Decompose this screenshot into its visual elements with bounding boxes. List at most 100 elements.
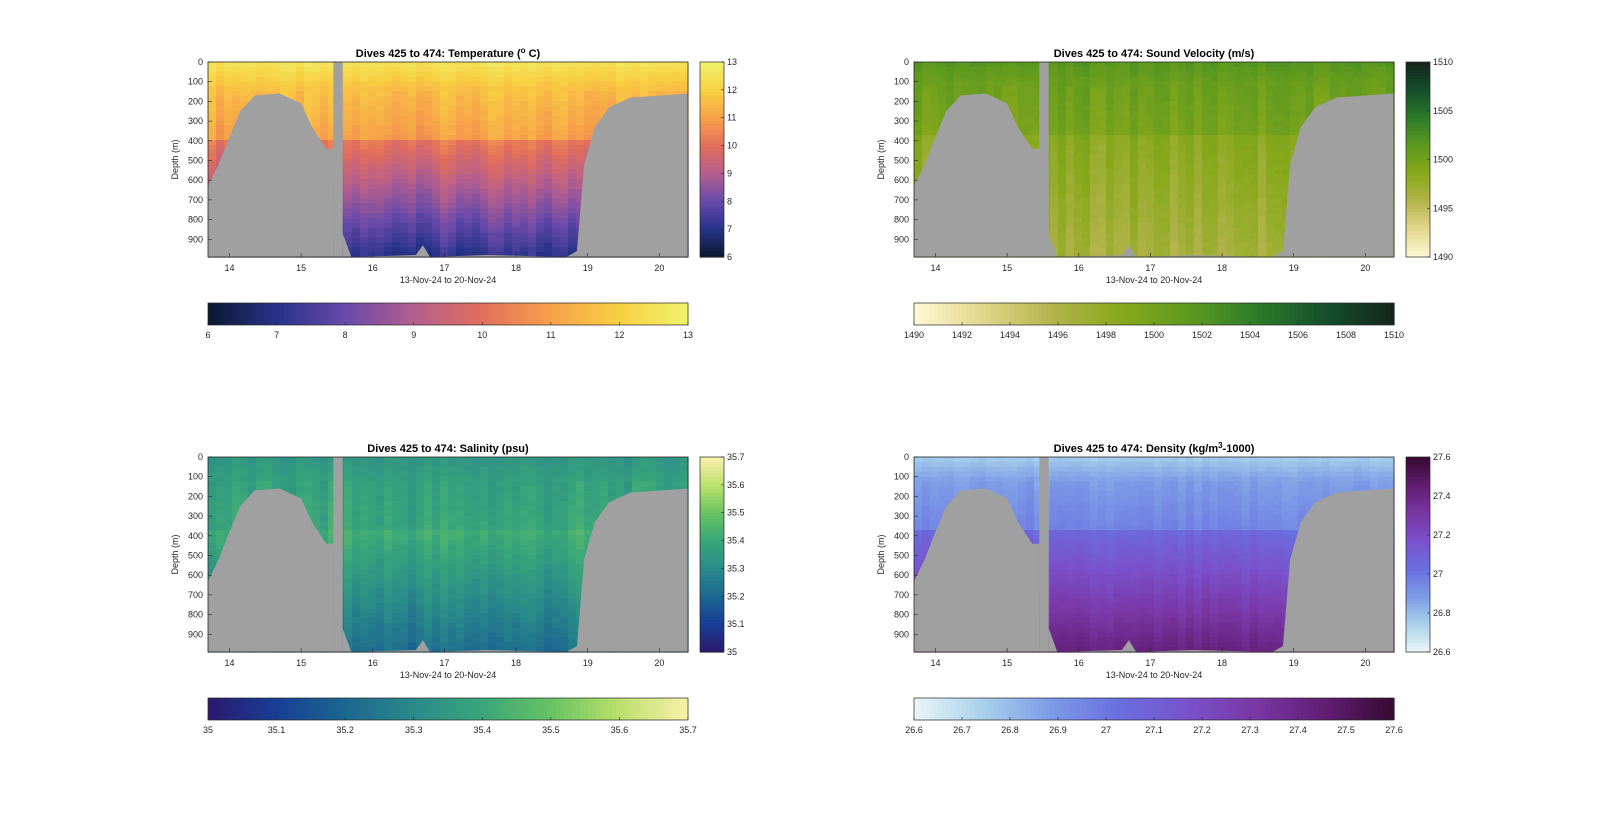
heatmap-cell <box>448 120 457 126</box>
heatmap-cell <box>424 96 433 102</box>
heatmap-cell <box>440 218 449 224</box>
colorbar-segment <box>524 303 529 325</box>
heatmap-cell <box>1130 120 1139 126</box>
heatmap-cell <box>528 76 537 83</box>
heatmap-cell <box>1250 105 1259 112</box>
heatmap-cell <box>424 125 433 131</box>
heatmap-cell <box>488 222 497 229</box>
colorbar-segment <box>700 146 724 151</box>
colorbar-segment <box>700 201 724 206</box>
heatmap-cell <box>360 159 369 165</box>
heatmap-cell <box>1114 232 1123 239</box>
heatmap-cell <box>568 183 577 190</box>
heatmap-cell <box>392 198 401 204</box>
heatmap-cell <box>272 86 281 92</box>
heatmap-cell <box>1314 76 1323 83</box>
heatmap-cell <box>496 120 505 126</box>
heatmap-cell <box>584 91 593 97</box>
heatmap-cell <box>416 159 425 165</box>
heatmap-cell <box>328 140 337 146</box>
heatmap-cell <box>440 81 449 87</box>
heatmap-cell <box>360 164 369 170</box>
heatmap-cell <box>946 96 955 102</box>
heatmap-cell <box>360 213 369 219</box>
heatmap-cell <box>432 71 441 78</box>
heatmap-cell <box>922 135 931 141</box>
heatmap-cell <box>520 140 529 146</box>
heatmap-cell <box>680 66 689 73</box>
heatmap-cell <box>1122 96 1131 102</box>
heatmap-cell <box>392 252 401 258</box>
heatmap-cell <box>1138 213 1147 219</box>
heatmap-cell <box>552 125 561 131</box>
heatmap-cell <box>1066 213 1075 219</box>
heatmap-cell <box>528 203 537 209</box>
heatmap-cell <box>1074 198 1083 204</box>
colorbar-segment <box>388 303 393 325</box>
heatmap-cell <box>954 71 963 78</box>
heatmap-cell <box>962 81 971 87</box>
heatmap-cell <box>480 237 489 243</box>
heatmap-cell <box>392 91 401 97</box>
heatmap-cell <box>1074 252 1083 258</box>
heatmap-cell <box>1058 120 1067 126</box>
heatmap-cell <box>1210 242 1219 248</box>
heatmap-cell <box>1250 91 1259 97</box>
heatmap-cell <box>488 188 497 195</box>
heatmap-cell <box>384 91 393 97</box>
heatmap-cell <box>1186 203 1195 209</box>
heatmap-cell <box>504 213 513 219</box>
heatmap-cell <box>408 140 417 146</box>
heatmap-cell <box>464 91 473 97</box>
heatmap-cell <box>296 91 305 97</box>
heatmap-cell <box>488 105 497 112</box>
heatmap-cell <box>1210 66 1219 73</box>
colorbar-segment <box>340 303 345 325</box>
heatmap-cell <box>552 183 561 190</box>
heatmap-cell <box>1210 198 1219 204</box>
heatmap-cell <box>456 135 465 141</box>
heatmap-cell <box>384 86 393 92</box>
heatmap-cell <box>480 252 489 258</box>
heatmap-cell <box>568 169 577 175</box>
colorbar-segment <box>384 303 389 325</box>
heatmap-cell <box>408 213 417 219</box>
heatmap-cell <box>1082 193 1091 200</box>
heatmap-cell <box>456 188 465 195</box>
heatmap-cell <box>416 120 425 126</box>
heatmap-cell <box>360 71 369 78</box>
colorbar-segment <box>332 303 337 325</box>
heatmap-cell <box>416 169 425 175</box>
heatmap-cell <box>512 91 521 97</box>
heatmap-cell <box>930 110 939 117</box>
heatmap-cell <box>536 169 545 175</box>
heatmap-cell <box>208 96 217 102</box>
heatmap-cell <box>528 213 537 219</box>
heatmap-cell <box>568 91 577 97</box>
heatmap-cell <box>536 149 545 156</box>
heatmap-cell <box>1082 183 1091 190</box>
heatmap-cell <box>994 81 1003 87</box>
heatmap-cell <box>472 62 481 68</box>
heatmap-cell <box>1162 71 1171 78</box>
heatmap-cell <box>360 101 369 107</box>
heatmap-cell <box>608 91 617 97</box>
heatmap-cell <box>1194 120 1203 126</box>
heatmap-cell <box>536 198 545 204</box>
heatmap-cell <box>568 62 577 68</box>
heatmap-cell <box>400 183 409 190</box>
heatmap-cell <box>576 115 585 122</box>
colorbar-segment <box>632 303 637 325</box>
heatmap-cell <box>986 86 995 92</box>
heatmap-cell <box>1146 242 1155 248</box>
heatmap-cell <box>368 144 377 151</box>
heatmap-cell <box>1162 86 1171 92</box>
heatmap-cell <box>528 208 537 214</box>
heatmap-cell <box>1234 247 1243 253</box>
heatmap-cell <box>392 140 401 146</box>
heatmap-cell <box>1178 91 1187 97</box>
heatmap-cell <box>1146 115 1155 122</box>
heatmap-cell <box>1226 188 1235 195</box>
heatmap-cell <box>432 81 441 87</box>
heatmap-cell <box>528 62 537 68</box>
